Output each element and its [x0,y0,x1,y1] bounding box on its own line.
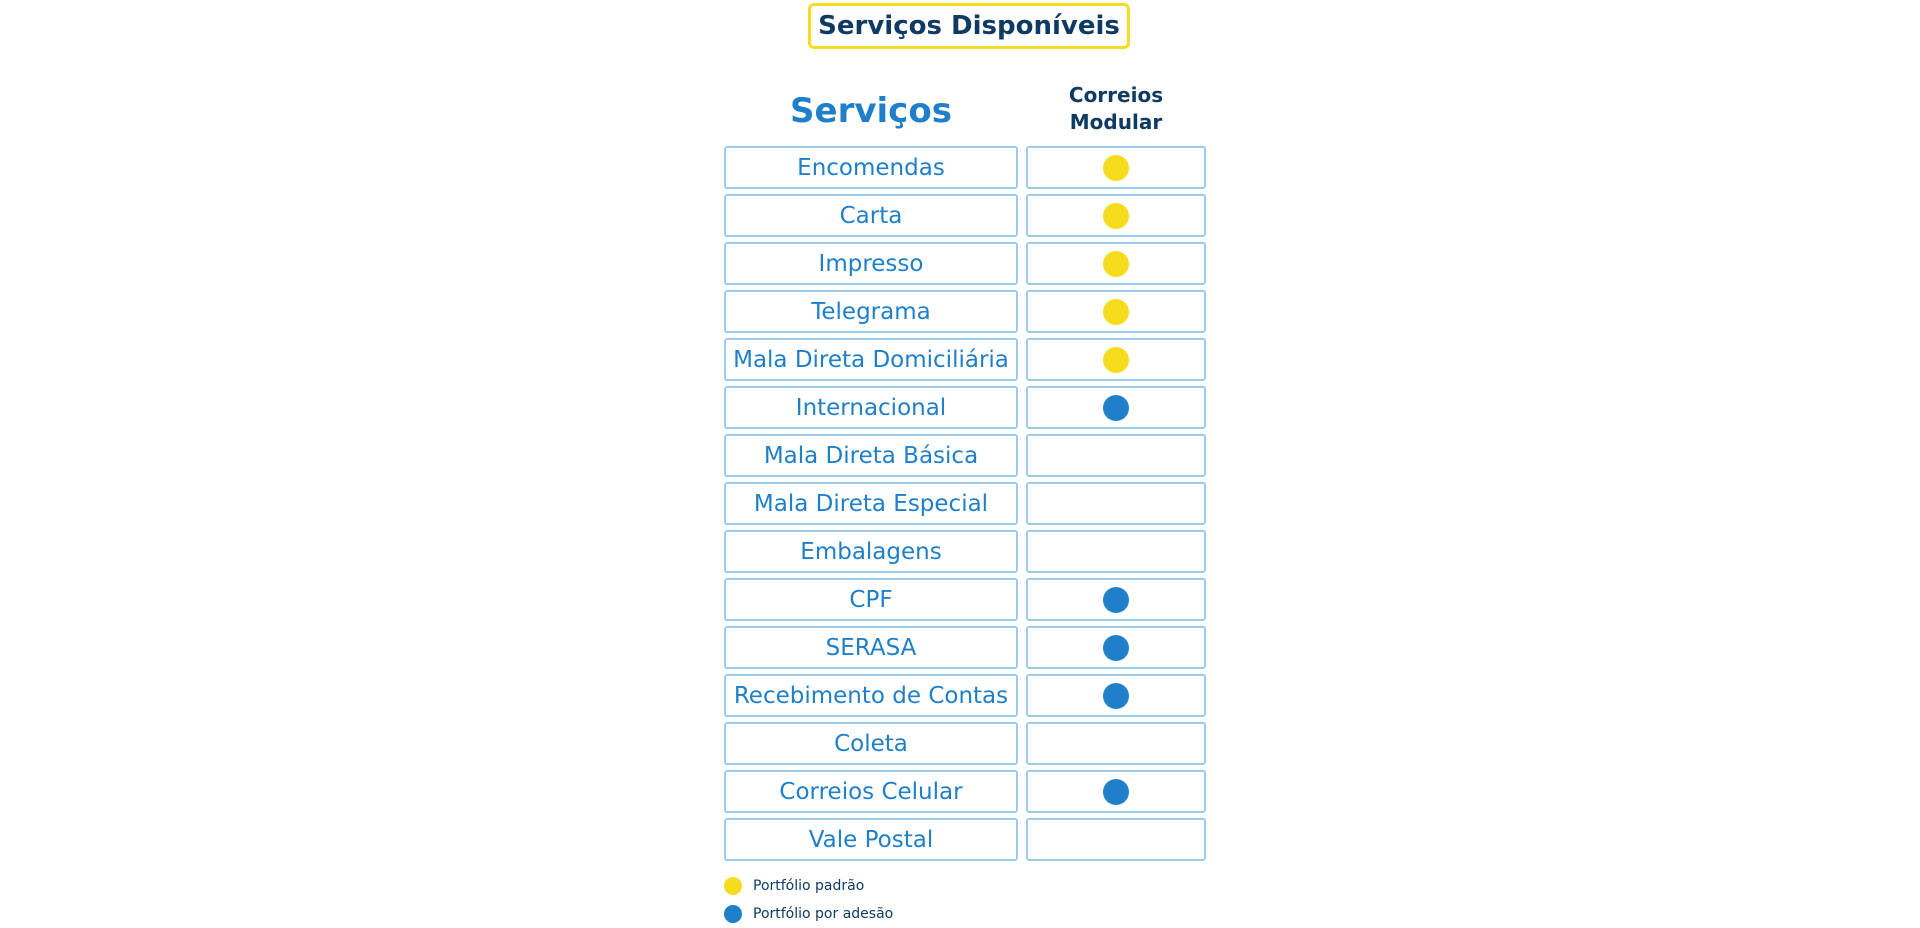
legend-dot-icon [724,877,742,895]
modular-availability-cell [1026,818,1206,861]
table-row: Mala Direta Básica [724,434,1206,482]
service-name-cell: Telegrama [724,290,1018,333]
modular-availability-cell [1026,194,1206,237]
modular-availability-cell [1026,290,1206,333]
legend: Portfólio padrão Portfólio por adesão [724,872,893,928]
service-name-cell: Impresso [724,242,1018,285]
service-name-cell: Internacional [724,386,1018,429]
table-row: Correios Celular [724,770,1206,818]
service-name-cell: Correios Celular [724,770,1018,813]
service-name-cell: Recebimento de Contas [724,674,1018,717]
portfolio-padrao-dot-icon [1103,154,1129,181]
service-name-cell: Encomendas [724,146,1018,189]
portfolio-padrao-dot-icon [1103,346,1129,373]
table-row: Mala Direta Especial [724,482,1206,530]
table-row: SERASA [724,626,1206,674]
table-row: Recebimento de Contas [724,674,1206,722]
legend-label: Portfólio padrão [753,878,865,894]
modular-availability-cell [1026,146,1206,189]
service-name-cell: CPF [724,578,1018,621]
modular-availability-cell [1026,626,1206,669]
service-name-cell: Carta [724,194,1018,237]
service-name-cell: Mala Direta Básica [724,434,1018,477]
service-name-cell: Coleta [724,722,1018,765]
legend-dot-icon [724,905,742,923]
portfolio-padrao-dot-icon [1103,298,1129,325]
table-row: Vale Postal [724,818,1206,866]
page-title: Serviços Disponíveis [808,3,1130,49]
service-name-cell: Vale Postal [724,818,1018,861]
service-name-cell: Mala Direta Especial [724,482,1018,525]
modular-availability-cell [1026,770,1206,813]
services-column-header: Serviços [790,91,952,131]
service-name-cell: Embalagens [724,530,1018,573]
modular-column-header-line: Modular [1069,110,1163,134]
modular-availability-cell [1026,434,1206,477]
portfolio-adesao-dot-icon [1103,778,1129,805]
table-row: Embalagens [724,530,1206,578]
table-row: Mala Direta Domiciliária [724,338,1206,386]
services-table: Encomendas Carta Impresso Telegrama Mala Dir… [724,146,1206,866]
table-row: Encomendas [724,146,1206,194]
portfolio-adesao-dot-icon [1103,394,1129,421]
table-row: Telegrama [724,290,1206,338]
service-name-cell: SERASA [724,626,1018,669]
legend-label: Portfólio por adesão [753,906,894,922]
service-name-cell: Mala Direta Domiciliária [724,338,1018,381]
table-row: Coleta [724,722,1206,770]
modular-availability-cell [1026,722,1206,765]
modular-column-header-line: Correios [1068,83,1164,107]
legend-item: Portfólio por adesão [724,900,893,928]
modular-availability-cell [1026,338,1206,381]
portfolio-adesao-dot-icon [1103,634,1129,661]
modular-availability-cell [1026,578,1206,621]
modular-column-header: Correios Modular [1026,82,1206,136]
legend-item: Portfólio padrão [724,872,893,900]
table-row: Carta [724,194,1206,242]
table-row: Impresso [724,242,1206,290]
modular-availability-cell [1026,386,1206,429]
portfolio-adesao-dot-icon [1103,586,1129,613]
portfolio-padrao-dot-icon [1103,202,1129,229]
modular-availability-cell [1026,482,1206,525]
table-row: CPF [724,578,1206,626]
modular-availability-cell [1026,530,1206,573]
modular-availability-cell [1026,674,1206,717]
portfolio-padrao-dot-icon [1103,250,1129,277]
portfolio-adesao-dot-icon [1103,682,1129,709]
table-row: Internacional [724,386,1206,434]
modular-availability-cell [1026,242,1206,285]
